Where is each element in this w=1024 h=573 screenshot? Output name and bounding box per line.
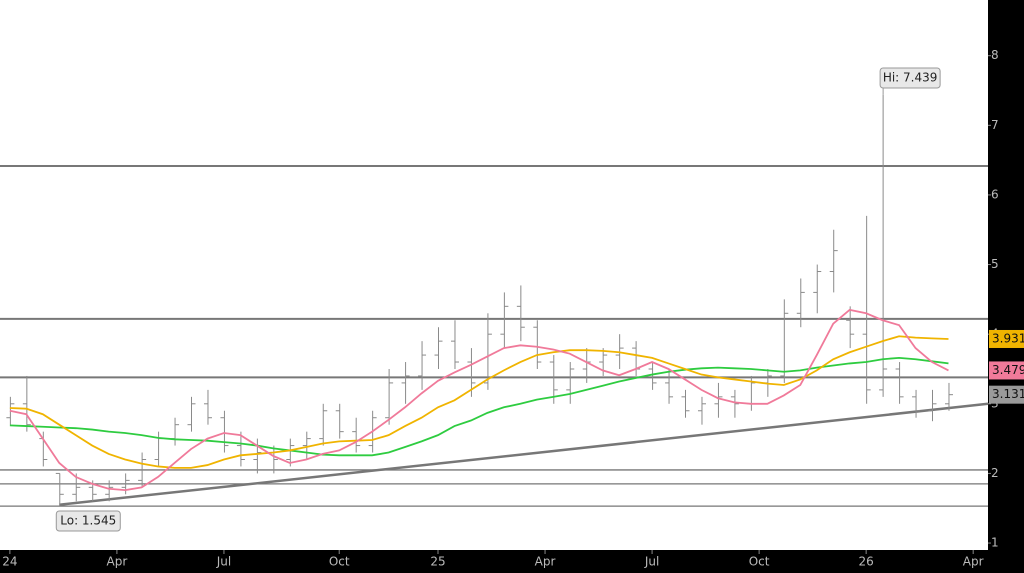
trendline — [59, 402, 989, 506]
y-tick-label: 7 — [991, 118, 999, 132]
x-axis-strip — [0, 550, 1024, 573]
price-label-box — [989, 361, 1024, 380]
callout-box — [879, 67, 941, 89]
moving-average — [9, 335, 949, 469]
x-tick-label: 26 — [859, 555, 874, 569]
y-tick-label: 1 — [991, 536, 999, 550]
y-tick-label: 8 — [991, 48, 999, 62]
price-label: 3.131 — [992, 387, 1024, 401]
moving-average — [9, 308, 949, 492]
price-label: 3.931 — [992, 331, 1024, 345]
x-tick-label: Jul — [216, 555, 231, 569]
lo-label: Lo: 1.545 — [60, 514, 116, 528]
hi-label: Hi: 7.439 — [883, 71, 938, 85]
price-label-box — [989, 385, 1024, 404]
callout-box — [55, 510, 121, 532]
x-tick-label: Oct — [329, 555, 350, 569]
plot-area — [0, 0, 988, 550]
x-tick-label: Apr — [535, 555, 556, 569]
x-tick-label: 24 — [2, 555, 17, 569]
price-label: 3.479 — [992, 363, 1024, 377]
x-tick-label: Jul — [644, 555, 659, 569]
x-tick-label: Apr — [963, 555, 984, 569]
x-tick-label: 25 — [430, 555, 445, 569]
price-label-box — [989, 329, 1024, 348]
y-tick-label: 6 — [991, 187, 999, 201]
x-tick-label: Apr — [107, 555, 128, 569]
x-tick-label: Oct — [749, 555, 770, 569]
moving-average — [9, 356, 949, 457]
y-tick-label: 2 — [991, 466, 999, 480]
y-axis-strip — [988, 0, 1024, 573]
y-tick-label: 5 — [991, 257, 999, 271]
